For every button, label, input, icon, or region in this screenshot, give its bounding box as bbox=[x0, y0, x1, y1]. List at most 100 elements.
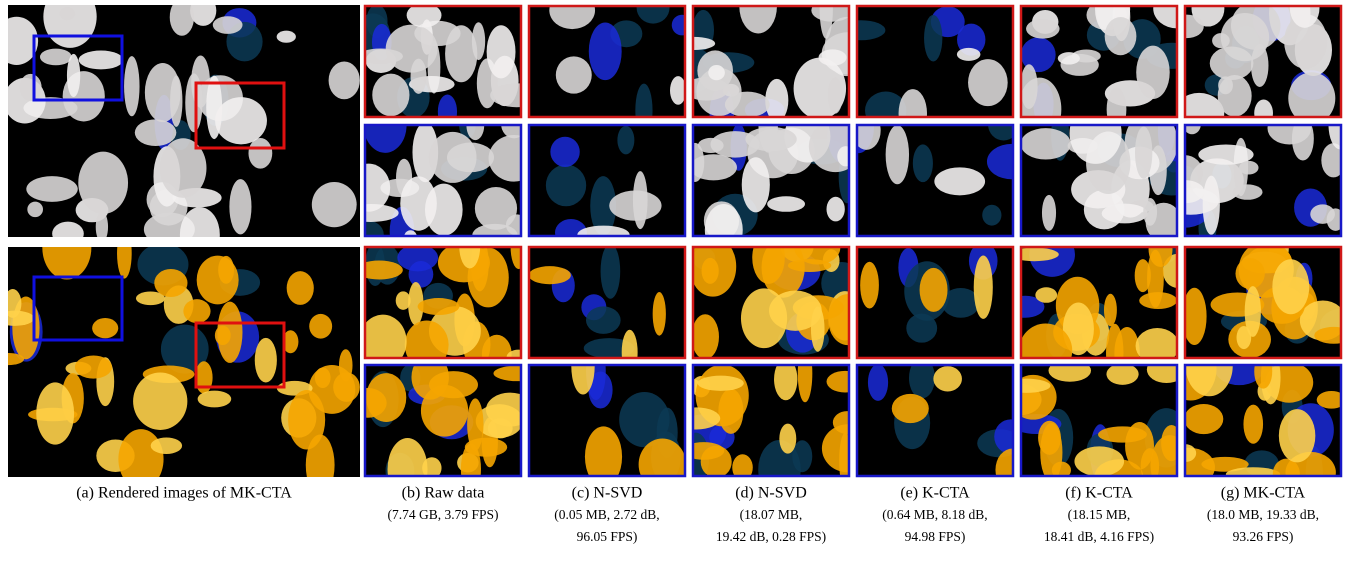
surface-blob bbox=[683, 442, 724, 460]
surface-blob bbox=[1251, 44, 1268, 87]
surface-blob bbox=[639, 438, 686, 490]
surface-blob bbox=[767, 196, 805, 212]
surface-blob bbox=[287, 271, 314, 305]
surface-blob bbox=[79, 50, 124, 69]
surface-blob bbox=[475, 187, 517, 230]
surface-blob bbox=[1143, 198, 1157, 226]
surface-blob bbox=[1106, 363, 1138, 384]
column-label: (f) K-CTA bbox=[1065, 485, 1133, 502]
surface-blob bbox=[827, 197, 845, 222]
surface-blob bbox=[1102, 204, 1148, 224]
surface-blob bbox=[418, 298, 460, 315]
surface-blob bbox=[277, 31, 296, 43]
surface-blob bbox=[957, 48, 981, 61]
surface-blob bbox=[67, 54, 80, 97]
surface-blob bbox=[1239, 161, 1258, 175]
surface-blob bbox=[892, 394, 929, 423]
surface-blob bbox=[198, 391, 232, 408]
surface-blob bbox=[974, 256, 993, 319]
surface-blob bbox=[309, 314, 332, 339]
surface-blob bbox=[124, 56, 140, 116]
surface-blob bbox=[1310, 204, 1335, 223]
column-detail: (18.07 MB, bbox=[740, 507, 803, 522]
surface-blob bbox=[217, 302, 242, 363]
column-detail: (0.64 MB, 8.18 dB, bbox=[882, 507, 987, 522]
artwork bbox=[0, 0, 1353, 504]
surface-blob bbox=[4, 289, 21, 318]
surface-blob bbox=[96, 212, 108, 243]
column-label: (g) MK-CTA bbox=[1221, 485, 1306, 502]
surface-blob bbox=[828, 77, 843, 113]
surface-blob bbox=[183, 299, 210, 323]
surface-blob bbox=[1074, 446, 1124, 476]
surface-blob bbox=[1058, 52, 1080, 64]
blue-blob bbox=[924, 15, 942, 62]
column-detail: (18.0 MB, 19.33 dB, bbox=[1207, 507, 1319, 522]
surface-blob bbox=[1125, 422, 1154, 470]
surface-blob bbox=[333, 372, 360, 401]
surface-blob bbox=[1272, 259, 1309, 314]
surface-blob bbox=[529, 266, 571, 284]
surface-blob bbox=[405, 320, 449, 369]
surface-blob bbox=[653, 292, 666, 336]
surface-blob bbox=[968, 59, 1008, 106]
surface-blob bbox=[26, 176, 77, 202]
surface-blob bbox=[1042, 195, 1056, 231]
surface-blob bbox=[197, 256, 239, 305]
surface-blob bbox=[577, 226, 629, 244]
surface-blob bbox=[467, 398, 483, 451]
blue-blob bbox=[672, 15, 692, 36]
surface-blob bbox=[1026, 19, 1060, 39]
surface-blob bbox=[1035, 287, 1057, 303]
surface-blob bbox=[118, 429, 163, 489]
surface-blob bbox=[1232, 184, 1262, 199]
surface-blob bbox=[1021, 128, 1071, 159]
column-detail: 94.98 FPS) bbox=[905, 529, 966, 544]
surface-blob bbox=[1147, 356, 1186, 383]
surface-blob bbox=[702, 258, 719, 284]
surface-blob bbox=[1104, 294, 1117, 326]
surface-blob bbox=[472, 22, 485, 60]
surface-blob bbox=[934, 167, 985, 195]
surface-blob bbox=[779, 424, 796, 454]
surface-blob bbox=[1184, 404, 1223, 434]
column-detail: (7.74 GB, 3.79 FPS) bbox=[387, 507, 498, 522]
surface-blob bbox=[1105, 17, 1137, 55]
blue-blob bbox=[601, 244, 621, 299]
surface-blob bbox=[1279, 409, 1316, 462]
surface-blob bbox=[1203, 176, 1220, 235]
surface-blob bbox=[725, 92, 770, 118]
column-detail: 18.41 dB, 4.16 FPS) bbox=[1044, 529, 1154, 544]
surface-blob bbox=[765, 79, 788, 122]
surface-blob bbox=[1245, 286, 1261, 337]
surface-blob bbox=[133, 372, 187, 429]
surface-blob bbox=[769, 291, 822, 331]
surface-blob bbox=[585, 426, 622, 487]
surface-blob bbox=[288, 390, 325, 450]
surface-blob bbox=[698, 376, 744, 391]
surface-blob bbox=[609, 191, 661, 221]
column-label: (d) N-SVD bbox=[735, 485, 807, 502]
blue-blob bbox=[909, 358, 935, 399]
surface-blob bbox=[860, 262, 879, 309]
surface-blob bbox=[19, 74, 41, 101]
surface-blob bbox=[1218, 75, 1252, 117]
surface-blob bbox=[396, 291, 411, 309]
blue-blob bbox=[913, 144, 933, 182]
surface-blob bbox=[1020, 64, 1037, 109]
surface-blob bbox=[809, 120, 862, 172]
surface-blob bbox=[1254, 99, 1273, 126]
surface-blob bbox=[386, 25, 438, 73]
blue-blob bbox=[397, 244, 438, 271]
column-detail: (0.05 MB, 2.72 dB, bbox=[554, 507, 659, 522]
surface-blob bbox=[691, 314, 719, 359]
blue-blob bbox=[868, 364, 888, 401]
blue-blob bbox=[589, 22, 622, 80]
surface-blob bbox=[837, 146, 854, 166]
surface-blob bbox=[1212, 33, 1230, 48]
panel-content bbox=[1162, 335, 1346, 504]
surface-blob bbox=[411, 59, 427, 94]
surface-blob bbox=[154, 269, 187, 297]
surface-blob bbox=[698, 138, 724, 153]
surface-blob bbox=[1236, 258, 1265, 289]
